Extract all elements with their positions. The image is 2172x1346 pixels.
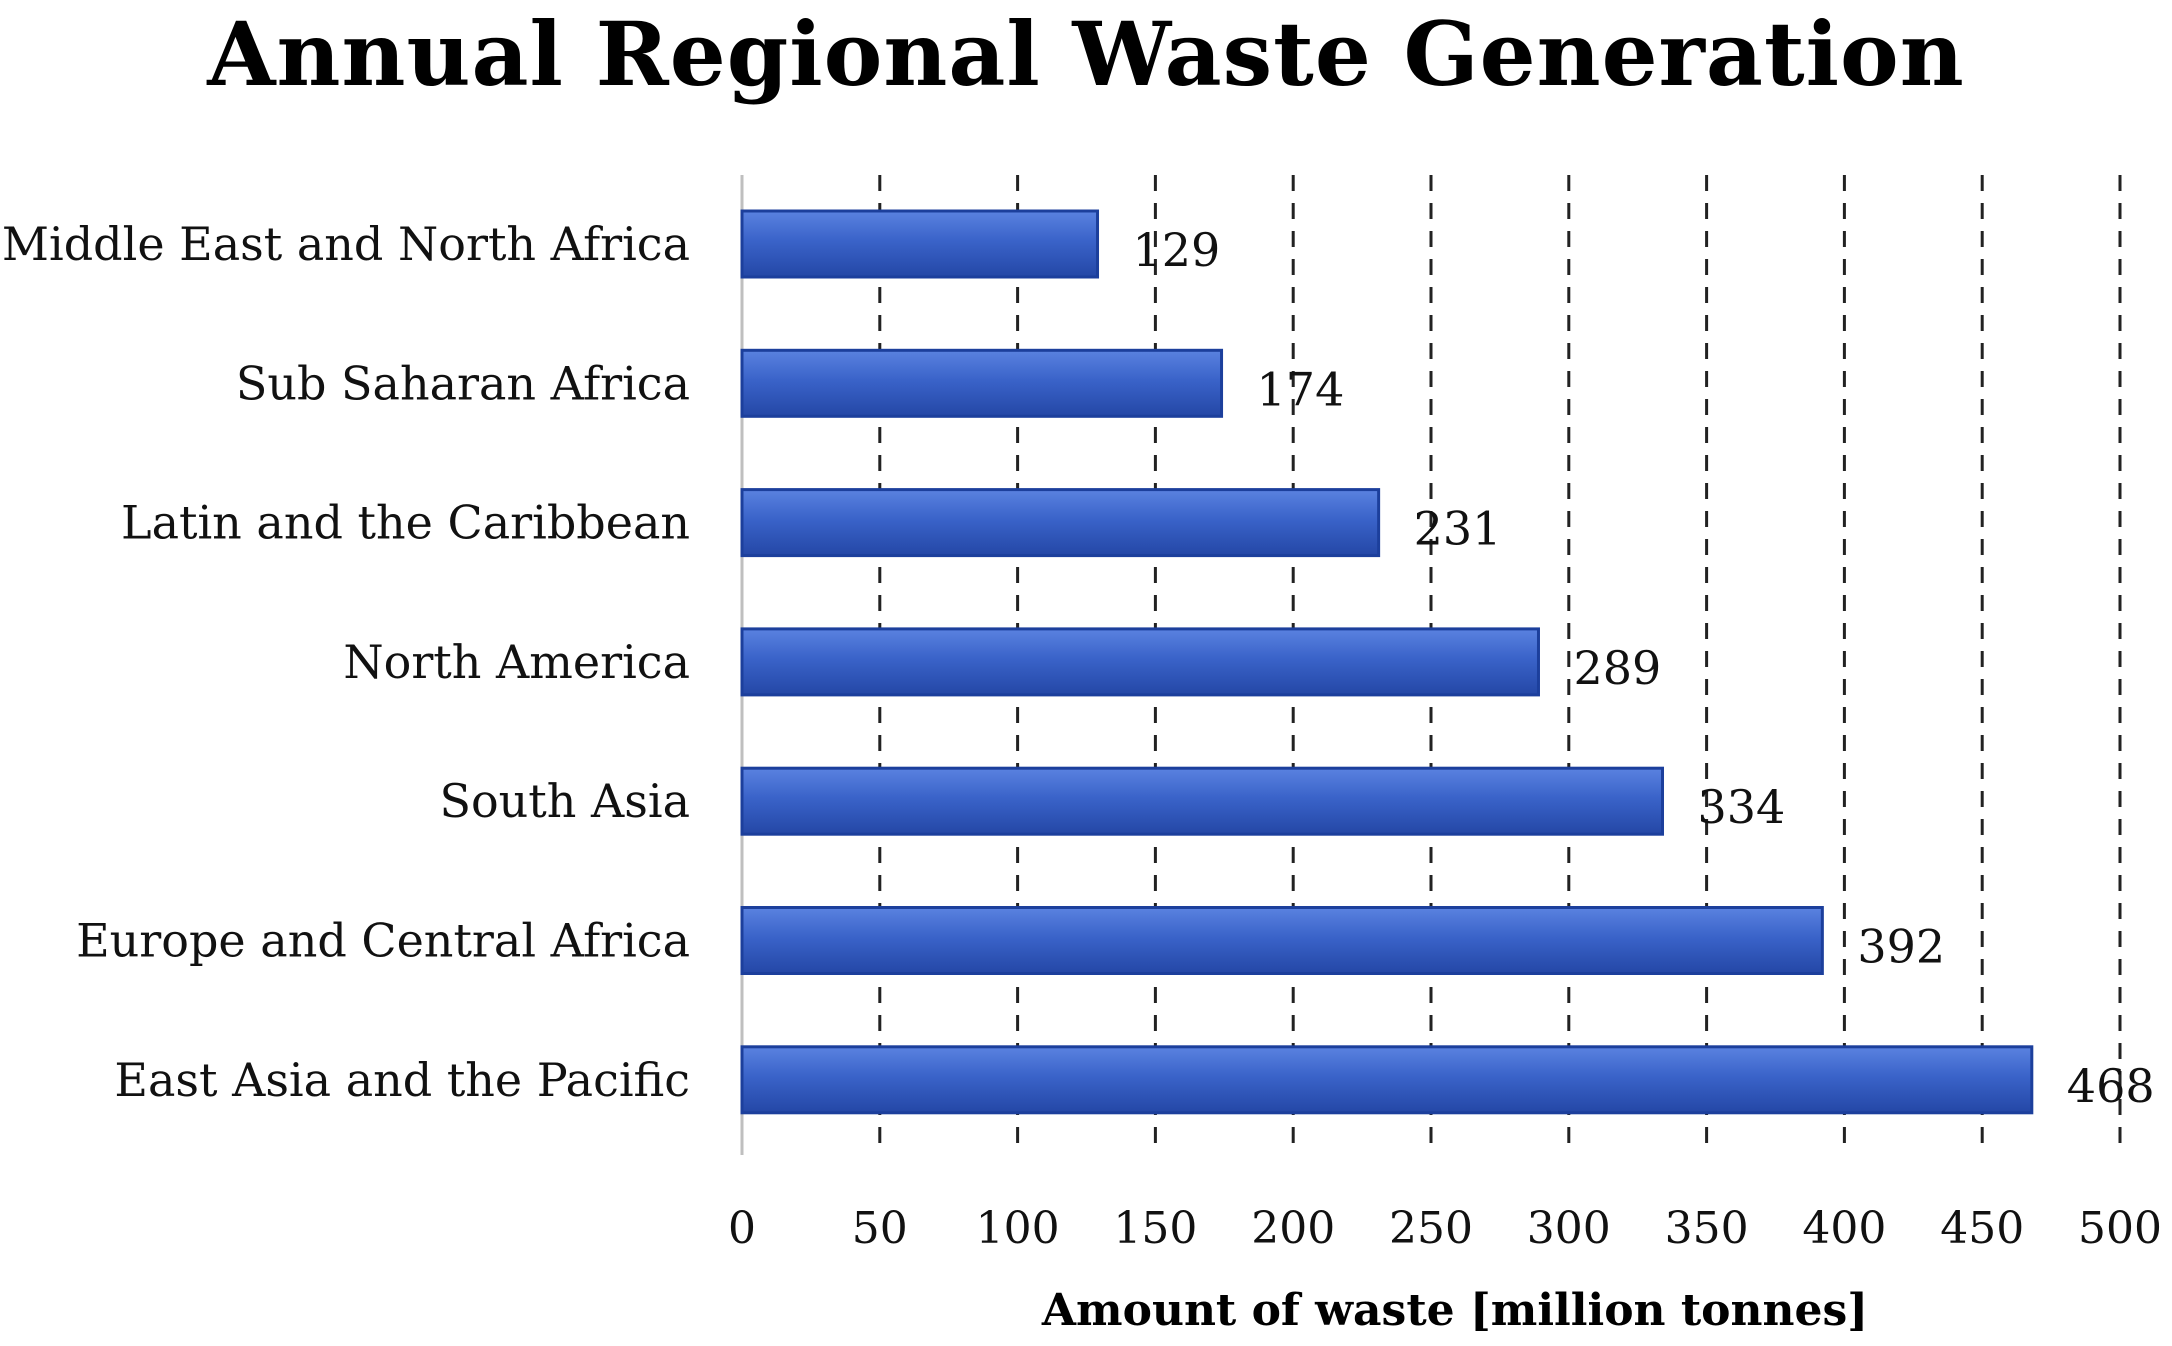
data-label-1: 174 (1257, 362, 1345, 416)
x-tick-100: 100 (976, 1203, 1060, 1254)
bar-4 (740, 766, 1665, 836)
x-tick-400: 400 (1802, 1203, 1886, 1254)
chart-title: Annual Regional Waste Generation (207, 2, 1965, 106)
category-label-1: Sub Saharan Africa (236, 356, 690, 410)
data-label-3: 289 (1573, 641, 1661, 695)
x-tick-450: 450 (1940, 1203, 2024, 1254)
x-tick-labels: 0 50 100 150 200 250 300 350 400 450 500 (728, 1203, 2162, 1254)
x-tick-350: 350 (1665, 1203, 1749, 1254)
bar-0 (740, 209, 1100, 279)
bars (740, 209, 2034, 1115)
data-label-5: 392 (1857, 920, 1945, 974)
data-labels: 129 174 231 289 334 392 468 (1133, 223, 2155, 1113)
x-tick-500: 500 (2078, 1203, 2162, 1254)
bar-1 (740, 348, 1224, 418)
x-tick-50: 50 (852, 1203, 908, 1254)
bar-2 (740, 488, 1381, 558)
category-label-6: East Asia and the Pacific (114, 1053, 690, 1107)
x-tick-250: 250 (1389, 1203, 1473, 1254)
bar-5 (740, 906, 1824, 975)
data-label-0: 129 (1133, 223, 1221, 277)
category-label-3: North America (343, 635, 690, 689)
data-label-2: 231 (1414, 502, 1502, 556)
x-tick-300: 300 (1527, 1203, 1611, 1254)
bar-6 (740, 1045, 2034, 1115)
x-axis-label: Amount of waste [million tonnes] (1041, 1285, 1868, 1336)
category-label-4: South Asia (439, 774, 690, 828)
x-tick-150: 150 (1113, 1203, 1197, 1254)
bar-3 (740, 627, 1540, 697)
x-tick-200: 200 (1251, 1203, 1335, 1254)
category-label-5: Europe and Central Africa (76, 914, 690, 968)
category-label-2: Latin and the Caribbean (121, 496, 690, 550)
data-label-4: 334 (1698, 780, 1786, 834)
x-tick-0: 0 (728, 1203, 756, 1254)
category-label-0: Middle East and North Africa (2, 217, 690, 271)
data-label-6: 468 (2067, 1059, 2155, 1113)
category-labels: Middle East and North Africa Sub Saharan … (2, 217, 690, 1107)
